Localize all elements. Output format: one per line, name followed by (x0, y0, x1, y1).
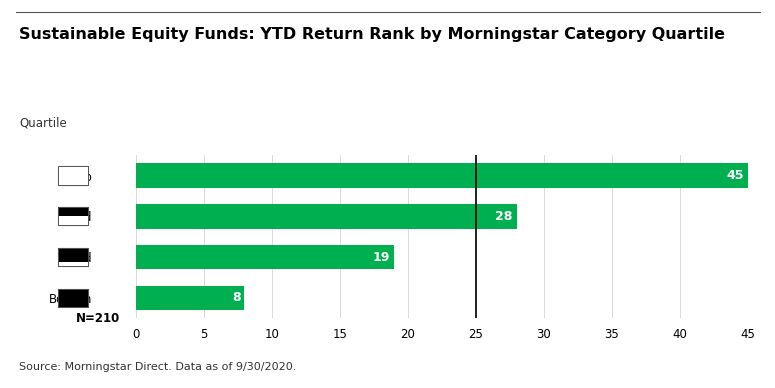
Bar (58, 298, 88, 302)
Bar (58, 221, 88, 225)
Bar (58, 289, 88, 307)
Bar (58, 248, 88, 266)
Bar (58, 293, 88, 298)
Bar (58, 207, 88, 225)
Bar (58, 248, 88, 253)
Bar (58, 289, 88, 293)
Text: Source: Morningstar Direct. Data as of 9/30/2020.: Source: Morningstar Direct. Data as of 9… (19, 362, 297, 372)
Bar (58, 217, 88, 221)
Bar (136, 245, 394, 269)
Text: Sustainable Equity Funds: YTD Return Rank by Morningstar Category Quartile: Sustainable Equity Funds: YTD Return Ran… (19, 27, 725, 42)
Bar (58, 302, 88, 307)
Bar (58, 248, 88, 266)
Bar (58, 180, 88, 185)
Bar (58, 257, 88, 262)
Text: 8: 8 (232, 291, 240, 304)
Text: Quartile: Quartile (19, 117, 67, 130)
Bar (58, 166, 88, 171)
Bar (58, 166, 88, 185)
Bar (58, 171, 88, 175)
Bar (58, 166, 88, 185)
Bar (58, 212, 88, 217)
Text: 19: 19 (373, 251, 390, 263)
Bar (136, 286, 244, 310)
Bar (58, 289, 88, 307)
Bar (58, 207, 88, 212)
Bar (58, 253, 88, 257)
Bar (136, 163, 748, 188)
Bar (58, 175, 88, 180)
Bar (58, 207, 88, 225)
Text: 28: 28 (495, 210, 512, 223)
Bar (58, 262, 88, 266)
Text: N=210: N=210 (76, 312, 120, 326)
Bar (136, 204, 517, 229)
Text: 45: 45 (726, 169, 744, 182)
